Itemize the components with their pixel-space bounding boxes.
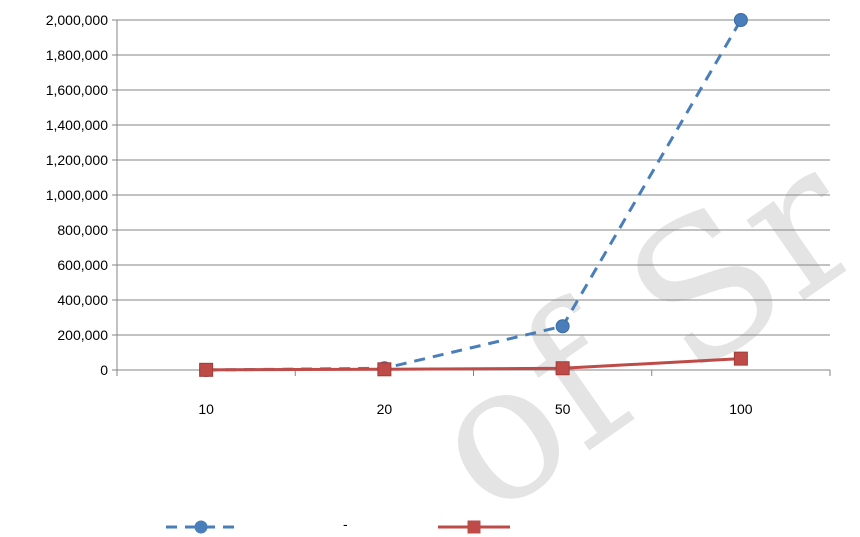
series-1-line bbox=[206, 19, 743, 372]
y-tick-label: 400,000 bbox=[57, 292, 108, 308]
y-tick-label: 1,400,000 bbox=[46, 117, 108, 133]
x-tick-label: 10 bbox=[198, 401, 214, 417]
series-1-point bbox=[555, 319, 570, 334]
y-tick-label: 1,000,000 bbox=[46, 187, 108, 203]
legend-middle-text: - bbox=[343, 516, 348, 532]
y-tick-label: 1,200,000 bbox=[46, 152, 108, 168]
y-tick-label: 1,600,000 bbox=[46, 82, 108, 98]
gridlines bbox=[117, 19, 830, 336]
legend-series-1-marker bbox=[194, 520, 208, 534]
watermark: of Sr bbox=[389, 108, 860, 537]
watermark-text: of Sr bbox=[389, 108, 860, 537]
x-tick-label: 100 bbox=[729, 401, 753, 417]
series-2-point bbox=[733, 351, 748, 366]
series-2-point bbox=[555, 361, 570, 376]
series-1-point bbox=[733, 13, 748, 27]
y-axis-tick-labels: 0 200,000 400,000 600,000 800,000 1,000,000 1,… bbox=[46, 12, 109, 378]
y-tick-label: 2,000,000 bbox=[46, 12, 108, 28]
legend-series-2-marker bbox=[467, 520, 481, 534]
y-tick-label: 800,000 bbox=[57, 222, 108, 238]
y-tick-label: 600,000 bbox=[57, 257, 108, 273]
legend: - bbox=[166, 516, 510, 534]
y-tick-label: 200,000 bbox=[57, 327, 108, 343]
series-2-point bbox=[199, 362, 214, 377]
x-axis-tick-labels: 10 20 50 100 bbox=[198, 401, 752, 417]
y-tick-label: 0 bbox=[100, 362, 108, 378]
series-group bbox=[199, 13, 748, 377]
series-2-point bbox=[377, 362, 392, 377]
y-tick-label: 1,800,000 bbox=[46, 47, 108, 63]
x-tick-label: 20 bbox=[377, 401, 393, 417]
x-tick-label: 50 bbox=[555, 401, 571, 417]
series-2-line bbox=[206, 357, 741, 372]
